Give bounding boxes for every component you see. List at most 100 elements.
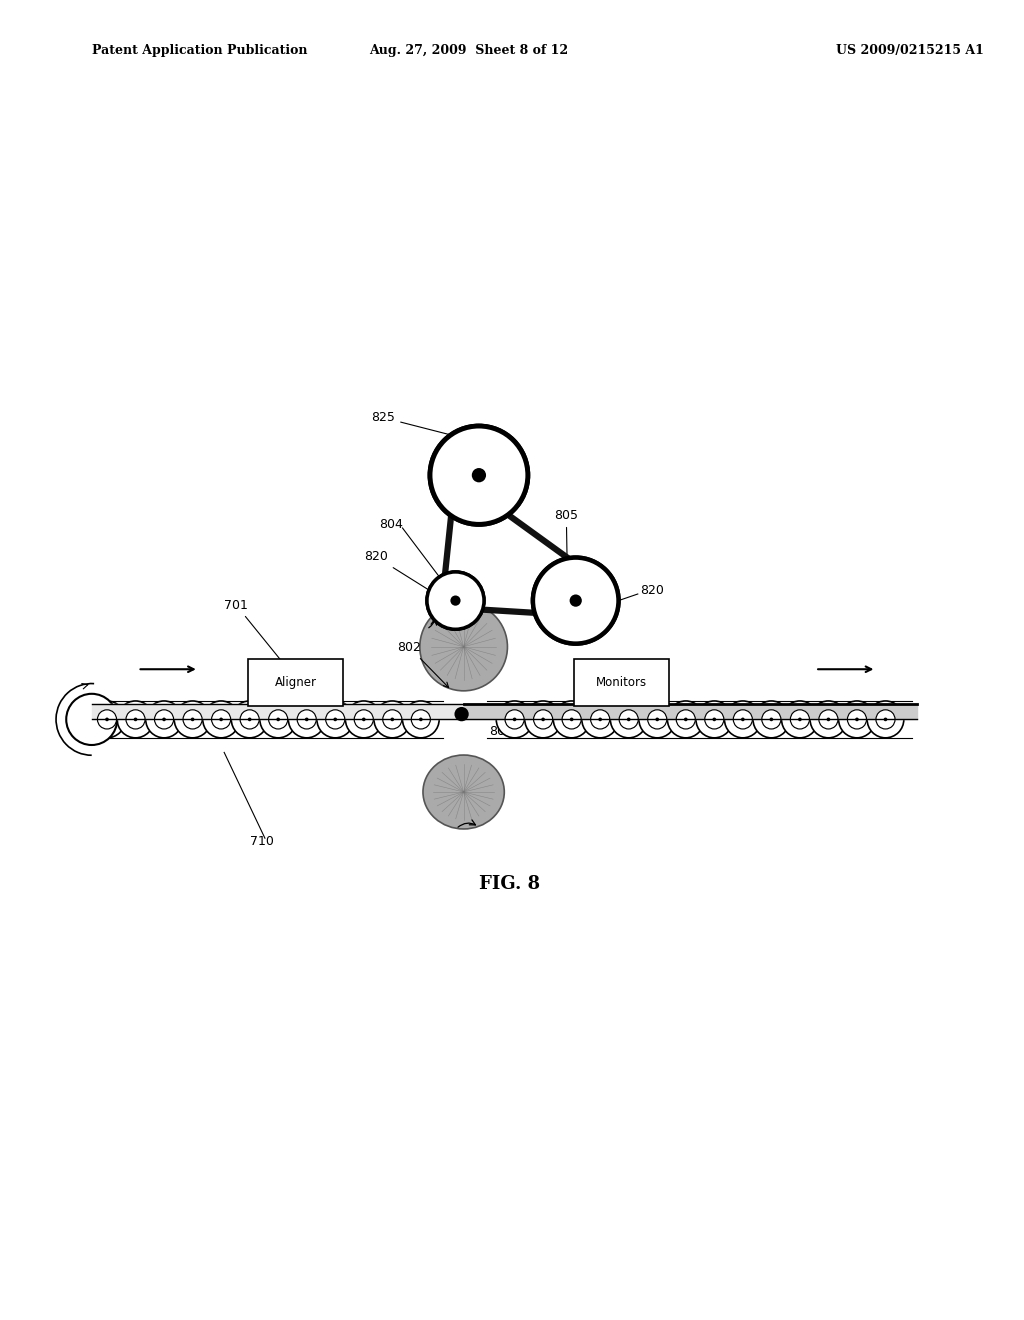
- Ellipse shape: [430, 426, 527, 524]
- Ellipse shape: [610, 701, 647, 738]
- Ellipse shape: [781, 701, 818, 738]
- Ellipse shape: [155, 710, 174, 729]
- Ellipse shape: [174, 701, 211, 738]
- Ellipse shape: [67, 694, 117, 744]
- Ellipse shape: [412, 710, 430, 729]
- Ellipse shape: [361, 718, 366, 721]
- Ellipse shape: [289, 701, 325, 738]
- Ellipse shape: [876, 710, 895, 729]
- Ellipse shape: [219, 718, 223, 721]
- Ellipse shape: [705, 710, 724, 729]
- Text: 804: 804: [379, 517, 402, 531]
- Ellipse shape: [569, 594, 582, 607]
- Ellipse shape: [598, 718, 602, 721]
- Ellipse shape: [326, 710, 345, 729]
- Ellipse shape: [260, 701, 297, 738]
- Ellipse shape: [268, 710, 288, 729]
- Text: US 2009/0215215 A1: US 2009/0215215 A1: [836, 44, 983, 57]
- Ellipse shape: [582, 701, 618, 738]
- Ellipse shape: [569, 718, 573, 721]
- Ellipse shape: [542, 718, 545, 721]
- Ellipse shape: [627, 718, 631, 721]
- Text: 825: 825: [372, 411, 452, 436]
- Ellipse shape: [884, 718, 888, 721]
- Ellipse shape: [684, 718, 687, 721]
- Ellipse shape: [334, 718, 337, 721]
- Ellipse shape: [472, 469, 486, 482]
- Text: 701: 701: [224, 598, 280, 659]
- Ellipse shape: [668, 701, 705, 738]
- Text: 820: 820: [640, 583, 664, 597]
- Ellipse shape: [383, 710, 401, 729]
- FancyBboxPatch shape: [573, 659, 670, 706]
- Text: 710: 710: [250, 834, 273, 847]
- Ellipse shape: [762, 710, 781, 729]
- Ellipse shape: [427, 572, 484, 630]
- Ellipse shape: [810, 701, 847, 738]
- Ellipse shape: [427, 572, 484, 630]
- Ellipse shape: [553, 701, 590, 738]
- Ellipse shape: [190, 718, 195, 721]
- Ellipse shape: [798, 718, 802, 721]
- Ellipse shape: [532, 557, 618, 644]
- Ellipse shape: [819, 710, 838, 729]
- Ellipse shape: [733, 710, 753, 729]
- Ellipse shape: [725, 701, 761, 738]
- Ellipse shape: [162, 718, 166, 721]
- Ellipse shape: [513, 718, 516, 721]
- Ellipse shape: [867, 701, 904, 738]
- Ellipse shape: [451, 595, 461, 606]
- Ellipse shape: [472, 469, 486, 482]
- Ellipse shape: [231, 701, 268, 738]
- Ellipse shape: [741, 718, 744, 721]
- Ellipse shape: [203, 701, 240, 738]
- Ellipse shape: [532, 557, 618, 644]
- Ellipse shape: [505, 710, 524, 729]
- Ellipse shape: [117, 701, 154, 738]
- Text: 805: 805: [554, 510, 579, 561]
- Ellipse shape: [402, 701, 439, 738]
- Ellipse shape: [591, 710, 609, 729]
- Ellipse shape: [455, 708, 469, 721]
- Ellipse shape: [419, 718, 423, 721]
- Ellipse shape: [855, 718, 859, 721]
- Ellipse shape: [524, 701, 561, 738]
- Ellipse shape: [374, 701, 411, 738]
- Ellipse shape: [305, 718, 308, 721]
- Ellipse shape: [562, 710, 582, 729]
- Text: 820: 820: [365, 550, 439, 597]
- Ellipse shape: [534, 710, 553, 729]
- Ellipse shape: [696, 701, 732, 738]
- Ellipse shape: [105, 718, 109, 721]
- Ellipse shape: [240, 710, 259, 729]
- Ellipse shape: [826, 718, 830, 721]
- Ellipse shape: [648, 710, 667, 729]
- Text: FIG. 8: FIG. 8: [479, 875, 540, 894]
- Ellipse shape: [655, 718, 659, 721]
- Ellipse shape: [769, 718, 773, 721]
- Text: Patent Application Publication: Patent Application Publication: [92, 44, 307, 57]
- Ellipse shape: [134, 718, 137, 721]
- Text: Aligner: Aligner: [274, 676, 316, 689]
- Ellipse shape: [420, 603, 508, 690]
- Ellipse shape: [430, 426, 527, 524]
- Ellipse shape: [791, 710, 809, 729]
- Ellipse shape: [316, 701, 353, 738]
- Ellipse shape: [97, 710, 117, 729]
- Ellipse shape: [713, 718, 716, 721]
- Ellipse shape: [423, 755, 504, 829]
- Ellipse shape: [126, 710, 145, 729]
- Ellipse shape: [753, 701, 790, 738]
- Ellipse shape: [639, 701, 676, 738]
- Ellipse shape: [212, 710, 230, 729]
- Ellipse shape: [183, 710, 202, 729]
- Text: Monitors: Monitors: [596, 676, 647, 689]
- Ellipse shape: [569, 594, 582, 607]
- Ellipse shape: [848, 710, 866, 729]
- Ellipse shape: [297, 710, 316, 729]
- Ellipse shape: [451, 595, 461, 606]
- Ellipse shape: [676, 710, 695, 729]
- Ellipse shape: [89, 701, 125, 738]
- Text: 802: 802: [397, 640, 449, 688]
- Text: 803: 803: [489, 725, 513, 738]
